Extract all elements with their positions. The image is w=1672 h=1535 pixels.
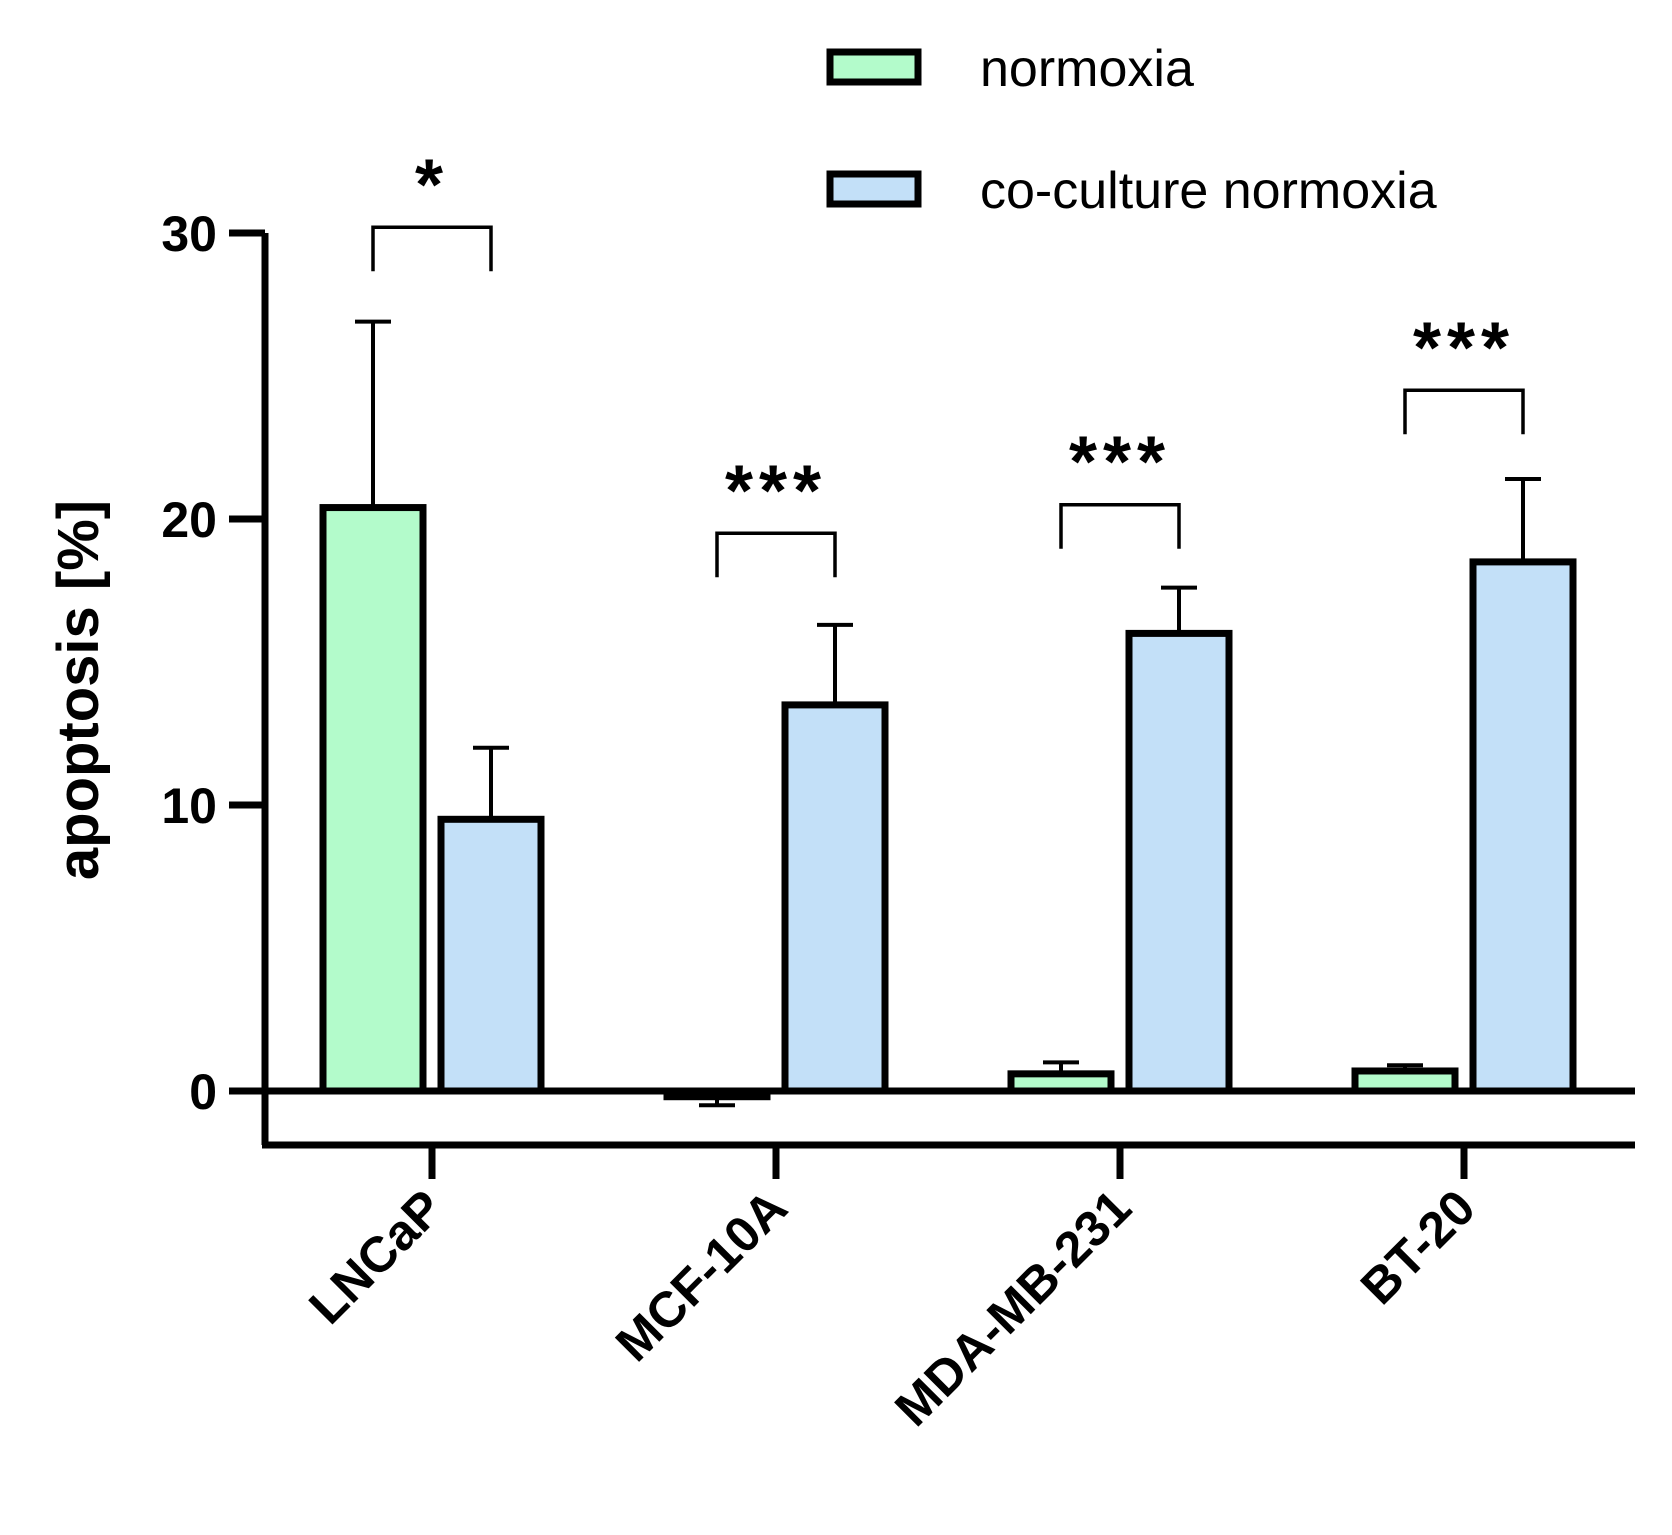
bars xyxy=(319,504,1577,1101)
significance-bracket xyxy=(1403,388,1525,435)
legend: normoxia co-culture normoxia xyxy=(826,40,1437,220)
significance-label: *** xyxy=(1069,423,1171,503)
y-tick-label: 0 xyxy=(189,1064,217,1120)
bar xyxy=(781,701,889,1095)
x-tick-label: MCF-10A xyxy=(605,1179,798,1372)
error-bars xyxy=(355,319,1541,1108)
y-axis-label: apoptosis [%] xyxy=(46,500,111,880)
significance-bracket xyxy=(371,225,493,272)
bar xyxy=(1351,1067,1459,1095)
legend-swatch xyxy=(826,170,922,208)
bar xyxy=(1125,629,1233,1095)
legend-label: normoxia xyxy=(980,40,1194,98)
significance-label: *** xyxy=(1413,308,1515,388)
y-tick-label: 30 xyxy=(161,206,217,262)
y-tick-label: 10 xyxy=(161,778,217,834)
legend-swatch xyxy=(826,48,922,86)
bar xyxy=(663,1087,771,1101)
x-tick-label: BT-20 xyxy=(1350,1179,1486,1315)
bar xyxy=(437,815,545,1095)
bar xyxy=(319,504,427,1095)
y-tick-label: 20 xyxy=(161,492,217,548)
significance-label: *** xyxy=(725,451,827,531)
significance-label: * xyxy=(415,145,449,225)
significance-markers: **** ****** xyxy=(371,145,1525,578)
bar xyxy=(1469,558,1577,1095)
legend-label: co-culture normoxia xyxy=(980,162,1437,220)
x-tick-label: LNCaP xyxy=(298,1179,454,1335)
significance-bracket xyxy=(715,531,837,578)
x-tick-label: MDA-MB-231 xyxy=(884,1179,1142,1437)
significance-bracket xyxy=(1059,502,1181,549)
bar xyxy=(1007,1070,1115,1095)
